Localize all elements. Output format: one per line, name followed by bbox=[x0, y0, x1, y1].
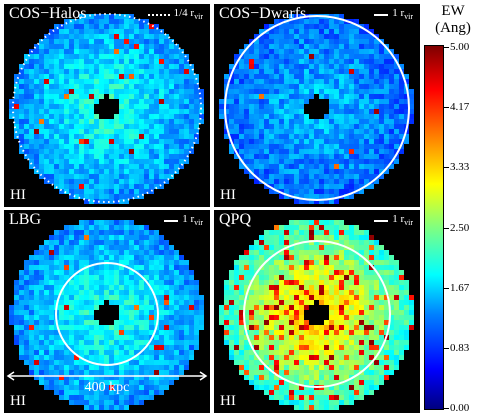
legend-solid-line bbox=[374, 14, 389, 17]
ion-label: HI bbox=[10, 187, 26, 203]
legend-solid-line bbox=[164, 220, 179, 223]
colorbar-tick bbox=[444, 347, 449, 349]
ion-label: HI bbox=[220, 393, 236, 409]
ion-label: HI bbox=[10, 393, 26, 409]
panel-title: QPQ bbox=[219, 211, 252, 228]
virial-radius-legend: 1 rvir bbox=[374, 7, 413, 23]
scale-bar-label: 400 kpc bbox=[84, 380, 130, 395]
ew-map bbox=[219, 220, 414, 410]
virial-radius-circle bbox=[55, 262, 159, 366]
panel-cos-dwarfs: COS−Dwarfs 1 rvir HI bbox=[214, 4, 420, 207]
ew-map bbox=[219, 14, 414, 204]
colorbar-tick bbox=[444, 408, 449, 409]
colorbar-tick-label: 5.00 bbox=[450, 41, 470, 53]
colorbar-title: EW (Ang) bbox=[435, 3, 471, 36]
colorbar-tick-label: 0.83 bbox=[450, 341, 470, 354]
colorbar-tick bbox=[444, 167, 449, 169]
ew-map bbox=[9, 13, 204, 204]
colorbar-tick-label: 4.17 bbox=[450, 101, 470, 114]
colorbar-tick bbox=[444, 227, 449, 229]
legend-label: 1 rvir bbox=[392, 7, 413, 22]
panel-cos-halos: COS−Halos 1/4 rvir HI bbox=[4, 4, 210, 207]
panel-lbg: LBG 1 rvir 400 kpc HI bbox=[4, 210, 210, 413]
colorbar-tick bbox=[444, 47, 449, 48]
scale-bar bbox=[6, 371, 208, 381]
virial-radius-legend: 1 rvir bbox=[164, 213, 203, 229]
virial-radius-circle bbox=[224, 15, 410, 201]
ion-label: HI bbox=[220, 187, 236, 203]
colorbar-tick-label: 3.33 bbox=[450, 161, 470, 174]
legend-dotted-line bbox=[147, 14, 170, 17]
colorbar-tick bbox=[444, 287, 449, 289]
colorbar-tick-label: 0.00 bbox=[450, 402, 470, 414]
virial-radius-legend: 1 rvir bbox=[374, 213, 413, 229]
colorbar-tick-label: 1.67 bbox=[450, 281, 470, 294]
panel-title: COS−Dwarfs bbox=[219, 5, 307, 22]
legend-label: 1 rvir bbox=[392, 213, 413, 228]
virial-radius-legend: 1/4 rvir bbox=[147, 7, 203, 23]
legend-label: 1/4 rvir bbox=[173, 7, 203, 22]
virial-radius-circle bbox=[243, 240, 391, 388]
colorbar-tick bbox=[444, 107, 449, 109]
panel-qpq: QPQ 1 rvir HI bbox=[214, 210, 420, 413]
legend-solid-line bbox=[374, 220, 389, 223]
legend-label: 1 rvir bbox=[182, 213, 203, 228]
panel-title: COS−Halos bbox=[9, 5, 87, 22]
ew-map bbox=[6, 220, 208, 410]
virial-radius-circle bbox=[12, 13, 202, 203]
colorbar bbox=[424, 45, 444, 410]
panel-title: LBG bbox=[9, 211, 41, 228]
colorbar-tick-label: 2.50 bbox=[450, 221, 470, 234]
